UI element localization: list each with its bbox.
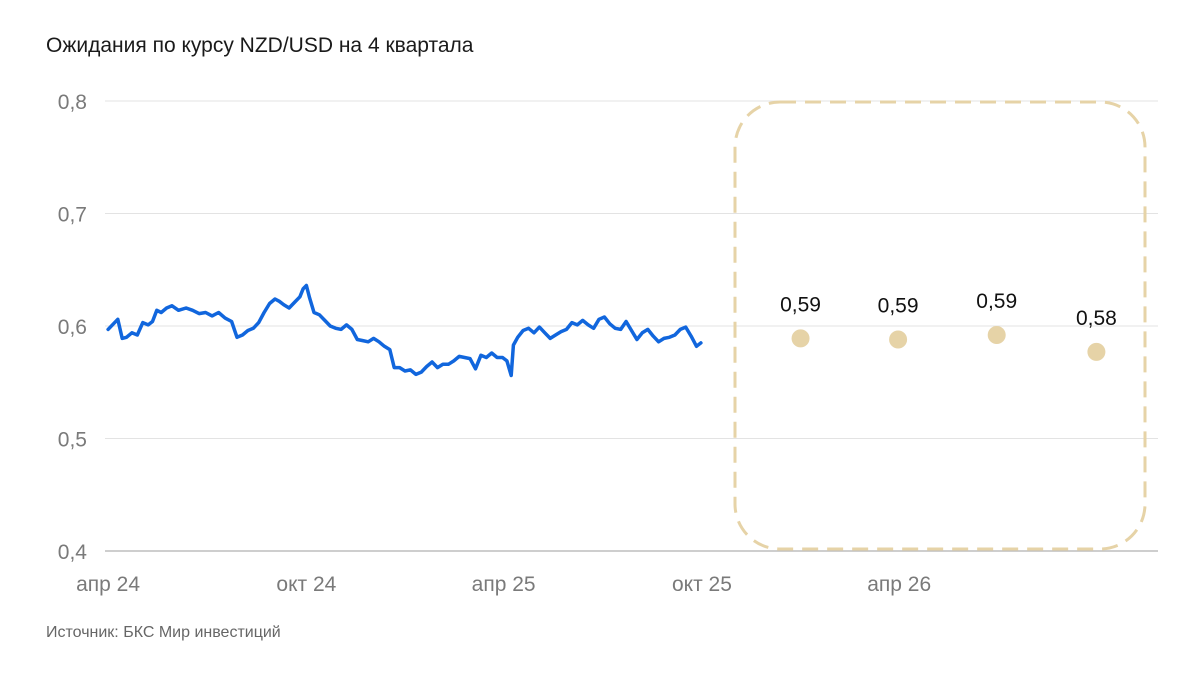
y-tick-label: 0,8	[58, 91, 87, 114]
y-tick-label: 0,5	[58, 429, 87, 452]
forecast-data-label: 0,58	[1076, 307, 1117, 330]
forecast-data-label: 0,59	[780, 293, 821, 316]
chart-title: Ожидания по курсу NZD/USD на 4 квартала	[46, 34, 474, 57]
forecast-data-label: 0,59	[878, 295, 919, 318]
x-tick-label: окт 25	[672, 573, 732, 596]
forecast-point	[1087, 342, 1106, 361]
y-tick-label: 0,6	[58, 316, 87, 339]
x-tick-label: апр 25	[472, 573, 536, 596]
y-tick-label: 0,7	[58, 204, 87, 227]
forecast-point	[987, 326, 1006, 344]
forecast-frame	[733, 100, 1147, 551]
x-tick-label: апр 24	[76, 573, 140, 596]
gridlines	[105, 100, 1158, 552]
x-tick-label: окт 24	[276, 573, 336, 596]
forecast-data-label: 0,59	[976, 290, 1017, 313]
nzd-usd-history-line	[106, 283, 703, 378]
x-tick-label: апр 26	[867, 573, 931, 596]
forecast-point	[889, 330, 908, 349]
x-tick-labels: апр 24 окт 24 апр 25 окт 25 апр 26	[76, 573, 931, 596]
forecast-points: 0,59 0,59 0,59 0,58	[780, 290, 1117, 361]
y-tick-label: 0,4	[58, 541, 88, 564]
forecast-point	[791, 329, 810, 348]
source-note: Источник: БКС Мир инвестиций	[46, 624, 281, 641]
y-tick-labels: 0,8 0,7 0,6 0,5 0,4	[58, 91, 88, 564]
